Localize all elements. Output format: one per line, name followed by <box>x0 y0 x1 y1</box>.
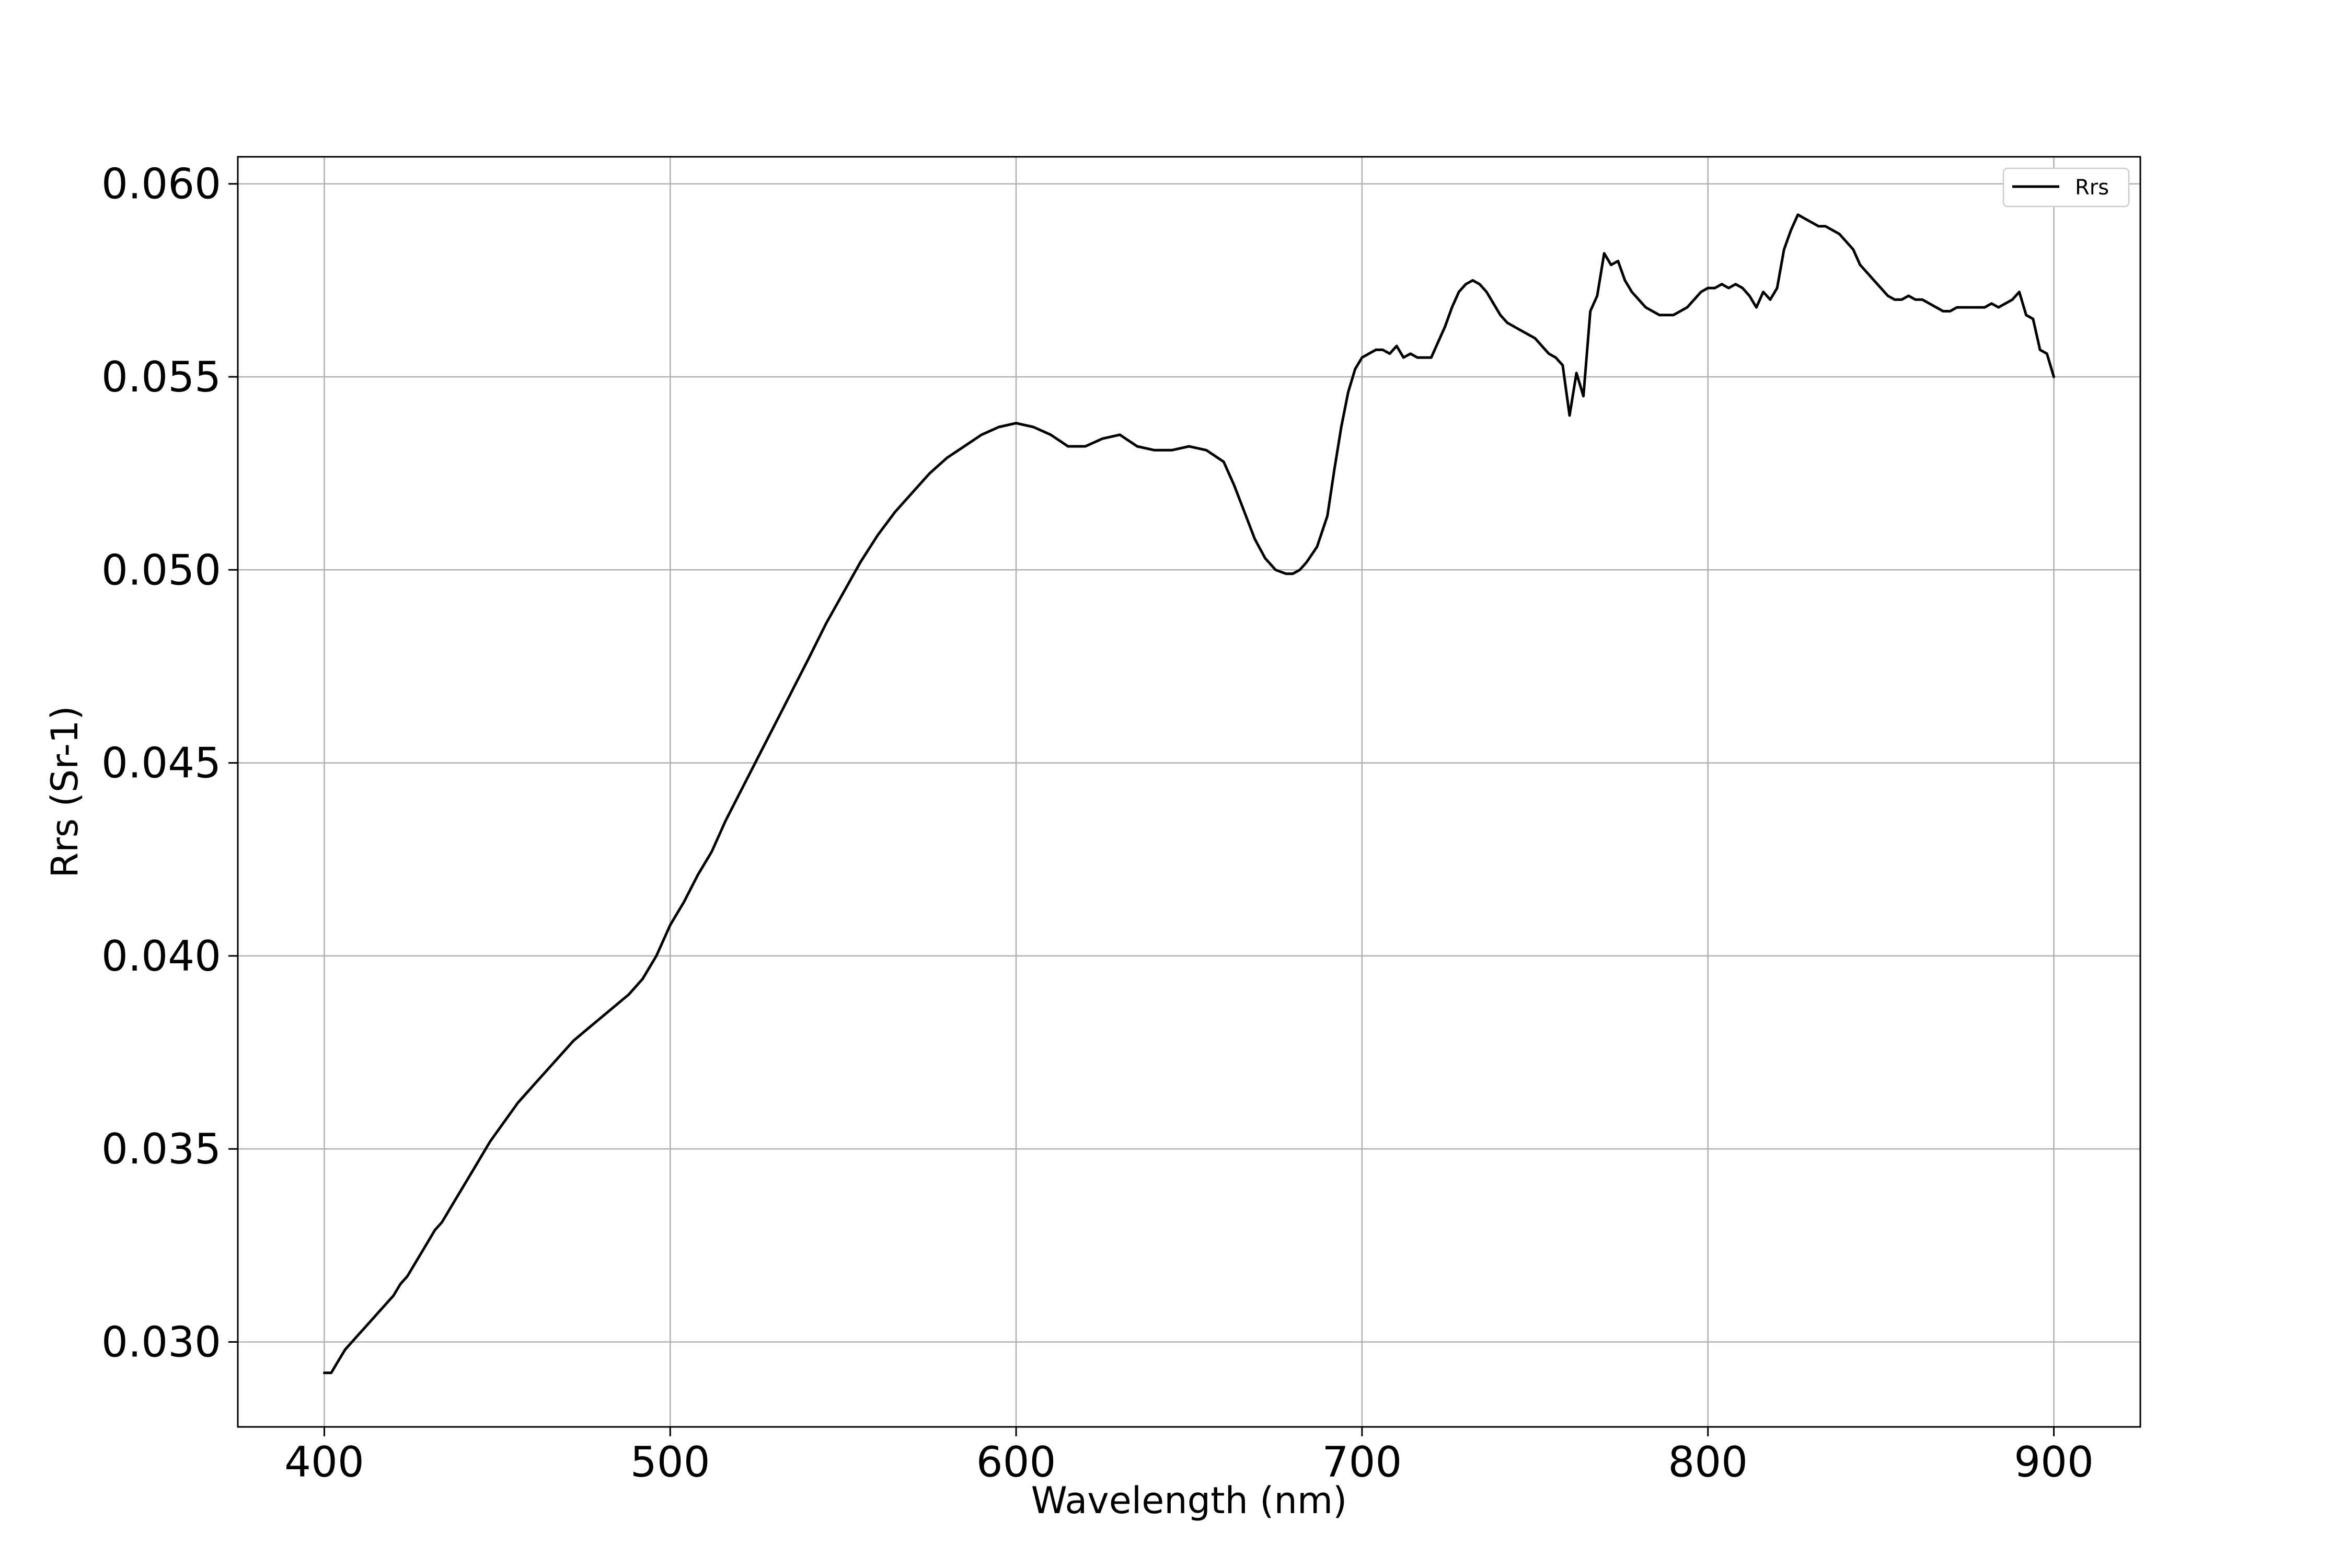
legend: Rrs <box>2002 167 2130 207</box>
y-tick-label: 0.055 <box>101 353 221 401</box>
series-line-rrs <box>323 213 2055 1375</box>
x-tick-label: 800 <box>1668 1438 1748 1486</box>
y-tick-label: 0.030 <box>101 1318 221 1367</box>
y-axis: 0.030 0.035 0.040 0.045 0.050 0.055 0.060 <box>101 160 238 1367</box>
x-axis-title: Wavelength (nm) <box>1031 1479 1347 1522</box>
y-tick-label: 0.050 <box>101 546 221 594</box>
x-tick-label: 700 <box>1322 1438 1402 1486</box>
legend-label-rrs: Rrs <box>2075 176 2109 200</box>
grid <box>238 157 2140 1427</box>
series-layer <box>323 213 2055 1375</box>
plot-frame <box>237 156 2141 1428</box>
x-tick-label: 900 <box>2014 1438 2094 1486</box>
y-tick-label: 0.040 <box>101 932 221 981</box>
x-tick-label: 400 <box>284 1438 364 1486</box>
x-tick-label: 600 <box>976 1438 1056 1486</box>
x-axis: 400 500 600 700 800 900 <box>284 1427 2094 1486</box>
y-tick-label: 0.060 <box>101 160 221 209</box>
y-tick-label: 0.045 <box>101 739 221 788</box>
x-tick-label: 500 <box>630 1438 710 1486</box>
y-axis-title: Rrs (Sr-1) <box>43 706 86 878</box>
y-tick-label: 0.035 <box>101 1125 221 1173</box>
legend-box <box>2002 167 2130 207</box>
